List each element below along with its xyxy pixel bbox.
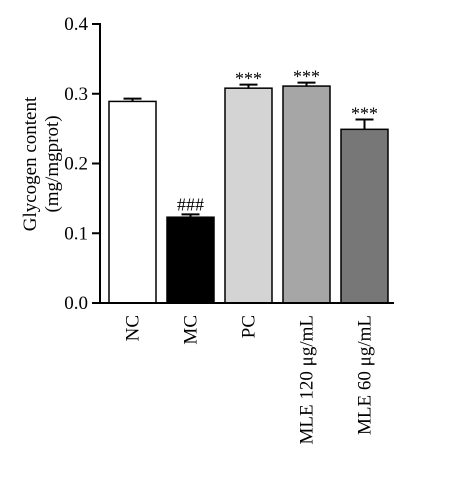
x-category-label: PC (239, 315, 260, 338)
bar (108, 100, 157, 304)
significance-annotations: ### *** *** *** (177, 67, 378, 215)
bar (340, 128, 389, 304)
y-axis-label: Glycogen content (mg/mgprot) (20, 96, 63, 231)
y-axis-ticks: 0.0 0.1 0.2 0.3 0.4 (64, 14, 100, 314)
error-bars (123, 81, 374, 218)
y-axis-label-line-2: (mg/mgprot) (42, 115, 63, 212)
x-axis-categories: NC MC PC MLE 120 μg/mL MLE 60 μg/mL (123, 315, 376, 444)
bar (166, 216, 215, 304)
y-tick-label: 0.3 (64, 84, 88, 105)
y-tick-label: 0.0 (64, 293, 88, 314)
x-category-label: MC (181, 315, 202, 345)
significance-annotation: ### (177, 194, 204, 214)
y-axis-label-line-1: Glycogen content (20, 96, 41, 231)
bar (224, 87, 273, 304)
significance-annotation: *** (293, 67, 320, 87)
y-tick-label: 0.4 (64, 14, 88, 35)
x-category-label: NC (123, 315, 144, 341)
bar (282, 85, 331, 304)
y-tick-label: 0.1 (64, 223, 88, 244)
significance-annotation: *** (235, 69, 262, 89)
y-tick-label: 0.2 (64, 154, 88, 175)
bars (108, 85, 389, 304)
x-category-label: MLE 120 μg/mL (297, 315, 318, 444)
significance-annotation: *** (351, 104, 378, 124)
x-category-label: MLE 60 μg/mL (355, 315, 376, 435)
